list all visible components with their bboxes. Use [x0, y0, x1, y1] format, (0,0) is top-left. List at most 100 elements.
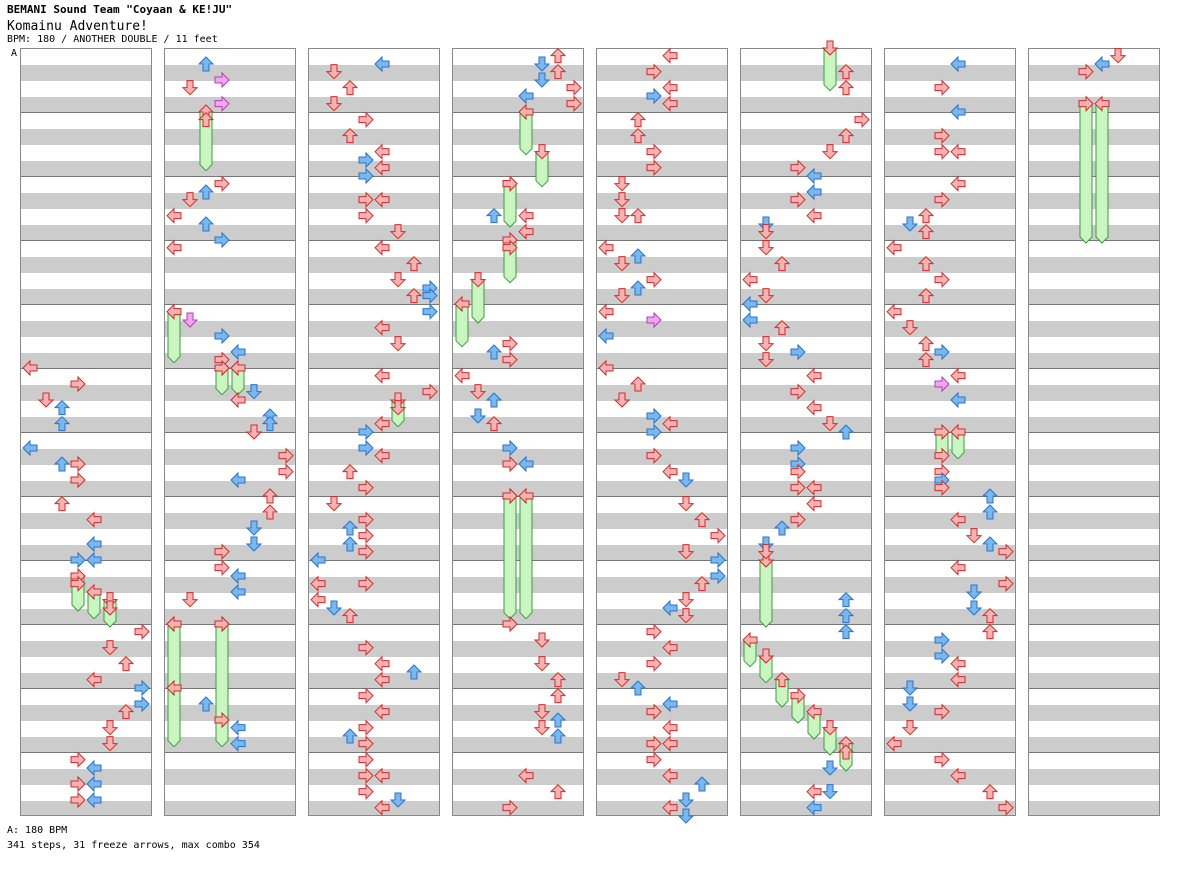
measure-line: [453, 368, 583, 369]
measure-line: [309, 688, 439, 689]
measure-line: [453, 496, 583, 497]
measure-line: [741, 688, 871, 689]
measure-line: [309, 368, 439, 369]
chart-column-3: [308, 48, 440, 816]
measure-line: [453, 560, 583, 561]
chart-column-7: [884, 48, 1016, 816]
measure-line: [165, 496, 295, 497]
measure-line: [21, 368, 151, 369]
measure-line: [1029, 304, 1159, 305]
measure-line: [741, 496, 871, 497]
measure-line: [597, 240, 727, 241]
measure-line: [741, 240, 871, 241]
measure-line: [597, 368, 727, 369]
measure-line: [21, 752, 151, 753]
measure-line: [741, 368, 871, 369]
measure-line: [21, 112, 151, 113]
measure-line: [309, 432, 439, 433]
measure-line: [309, 752, 439, 753]
measure-line: [597, 304, 727, 305]
measure-line: [453, 240, 583, 241]
artist-name: BEMANI Sound Team "Coyaan & KE!JU": [7, 3, 233, 16]
measure-line: [1029, 496, 1159, 497]
measure-line: [453, 304, 583, 305]
measure-line: [21, 432, 151, 433]
measure-line: [1029, 624, 1159, 625]
chart-column-2: [164, 48, 296, 816]
song-title: Komainu Adventure!: [7, 19, 148, 34]
measure-line: [165, 752, 295, 753]
measure-line: [741, 560, 871, 561]
chart-column-5: [596, 48, 728, 816]
measure-line: [741, 432, 871, 433]
measure-line: [1029, 112, 1159, 113]
measure-line: [597, 496, 727, 497]
measure-line: [1029, 560, 1159, 561]
measure-line: [1029, 176, 1159, 177]
measure-line: [1029, 240, 1159, 241]
measure-line: [597, 176, 727, 177]
measure-line: [165, 688, 295, 689]
measure-line: [453, 176, 583, 177]
measure-line: [21, 496, 151, 497]
measure-line: [21, 560, 151, 561]
measure-line: [885, 304, 1015, 305]
measure-line: [21, 176, 151, 177]
measure-line: [885, 112, 1015, 113]
measure-line: [309, 560, 439, 561]
measure-line: [885, 688, 1015, 689]
measure-line: [165, 112, 295, 113]
measure-line: [885, 752, 1015, 753]
measure-line: [741, 176, 871, 177]
measure-line: [741, 112, 871, 113]
measure-line: [453, 112, 583, 113]
measure-line: [309, 496, 439, 497]
measure-line: [21, 240, 151, 241]
measure-line: [741, 624, 871, 625]
measure-line: [741, 752, 871, 753]
measure-line: [453, 432, 583, 433]
measure-line: [597, 688, 727, 689]
measure-line: [597, 112, 727, 113]
measure-line: [1029, 368, 1159, 369]
chart-column-8: [1028, 48, 1160, 816]
bpm-footer: A: 180 BPM: [7, 825, 68, 836]
chart-column-1: [20, 48, 152, 816]
measure-line: [885, 240, 1015, 241]
measure-line: [597, 432, 727, 433]
measure-line: [1029, 432, 1159, 433]
bpm-marker: A: [11, 48, 18, 59]
measure-line: [165, 624, 295, 625]
measure-line: [21, 688, 151, 689]
measure-line: [165, 240, 295, 241]
measure-line: [309, 624, 439, 625]
measure-line: [885, 624, 1015, 625]
measure-line: [1029, 752, 1159, 753]
chart-column-6: [740, 48, 872, 816]
measure-line: [165, 368, 295, 369]
measure-line: [165, 304, 295, 305]
measure-line: [453, 752, 583, 753]
measure-line: [885, 176, 1015, 177]
measure-line: [597, 624, 727, 625]
measure-line: [597, 752, 727, 753]
measure-line: [309, 240, 439, 241]
measure-line: [453, 688, 583, 689]
chart-info: BPM: 180 / ANOTHER DOUBLE / 11 feet: [7, 34, 218, 45]
chart-column-4: [452, 48, 584, 816]
measure-line: [597, 560, 727, 561]
measure-line: [165, 432, 295, 433]
measure-line: [309, 112, 439, 113]
measure-line: [165, 176, 295, 177]
measure-line: [165, 560, 295, 561]
measure-line: [453, 624, 583, 625]
measure-line: [309, 176, 439, 177]
measure-line: [885, 368, 1015, 369]
measure-line: [309, 304, 439, 305]
measure-line: [21, 624, 151, 625]
measure-line: [885, 432, 1015, 433]
measure-line: [741, 304, 871, 305]
measure-line: [21, 304, 151, 305]
measure-line: [885, 496, 1015, 497]
step-stats: 341 steps, 31 freeze arrows, max combo 3…: [7, 840, 260, 851]
